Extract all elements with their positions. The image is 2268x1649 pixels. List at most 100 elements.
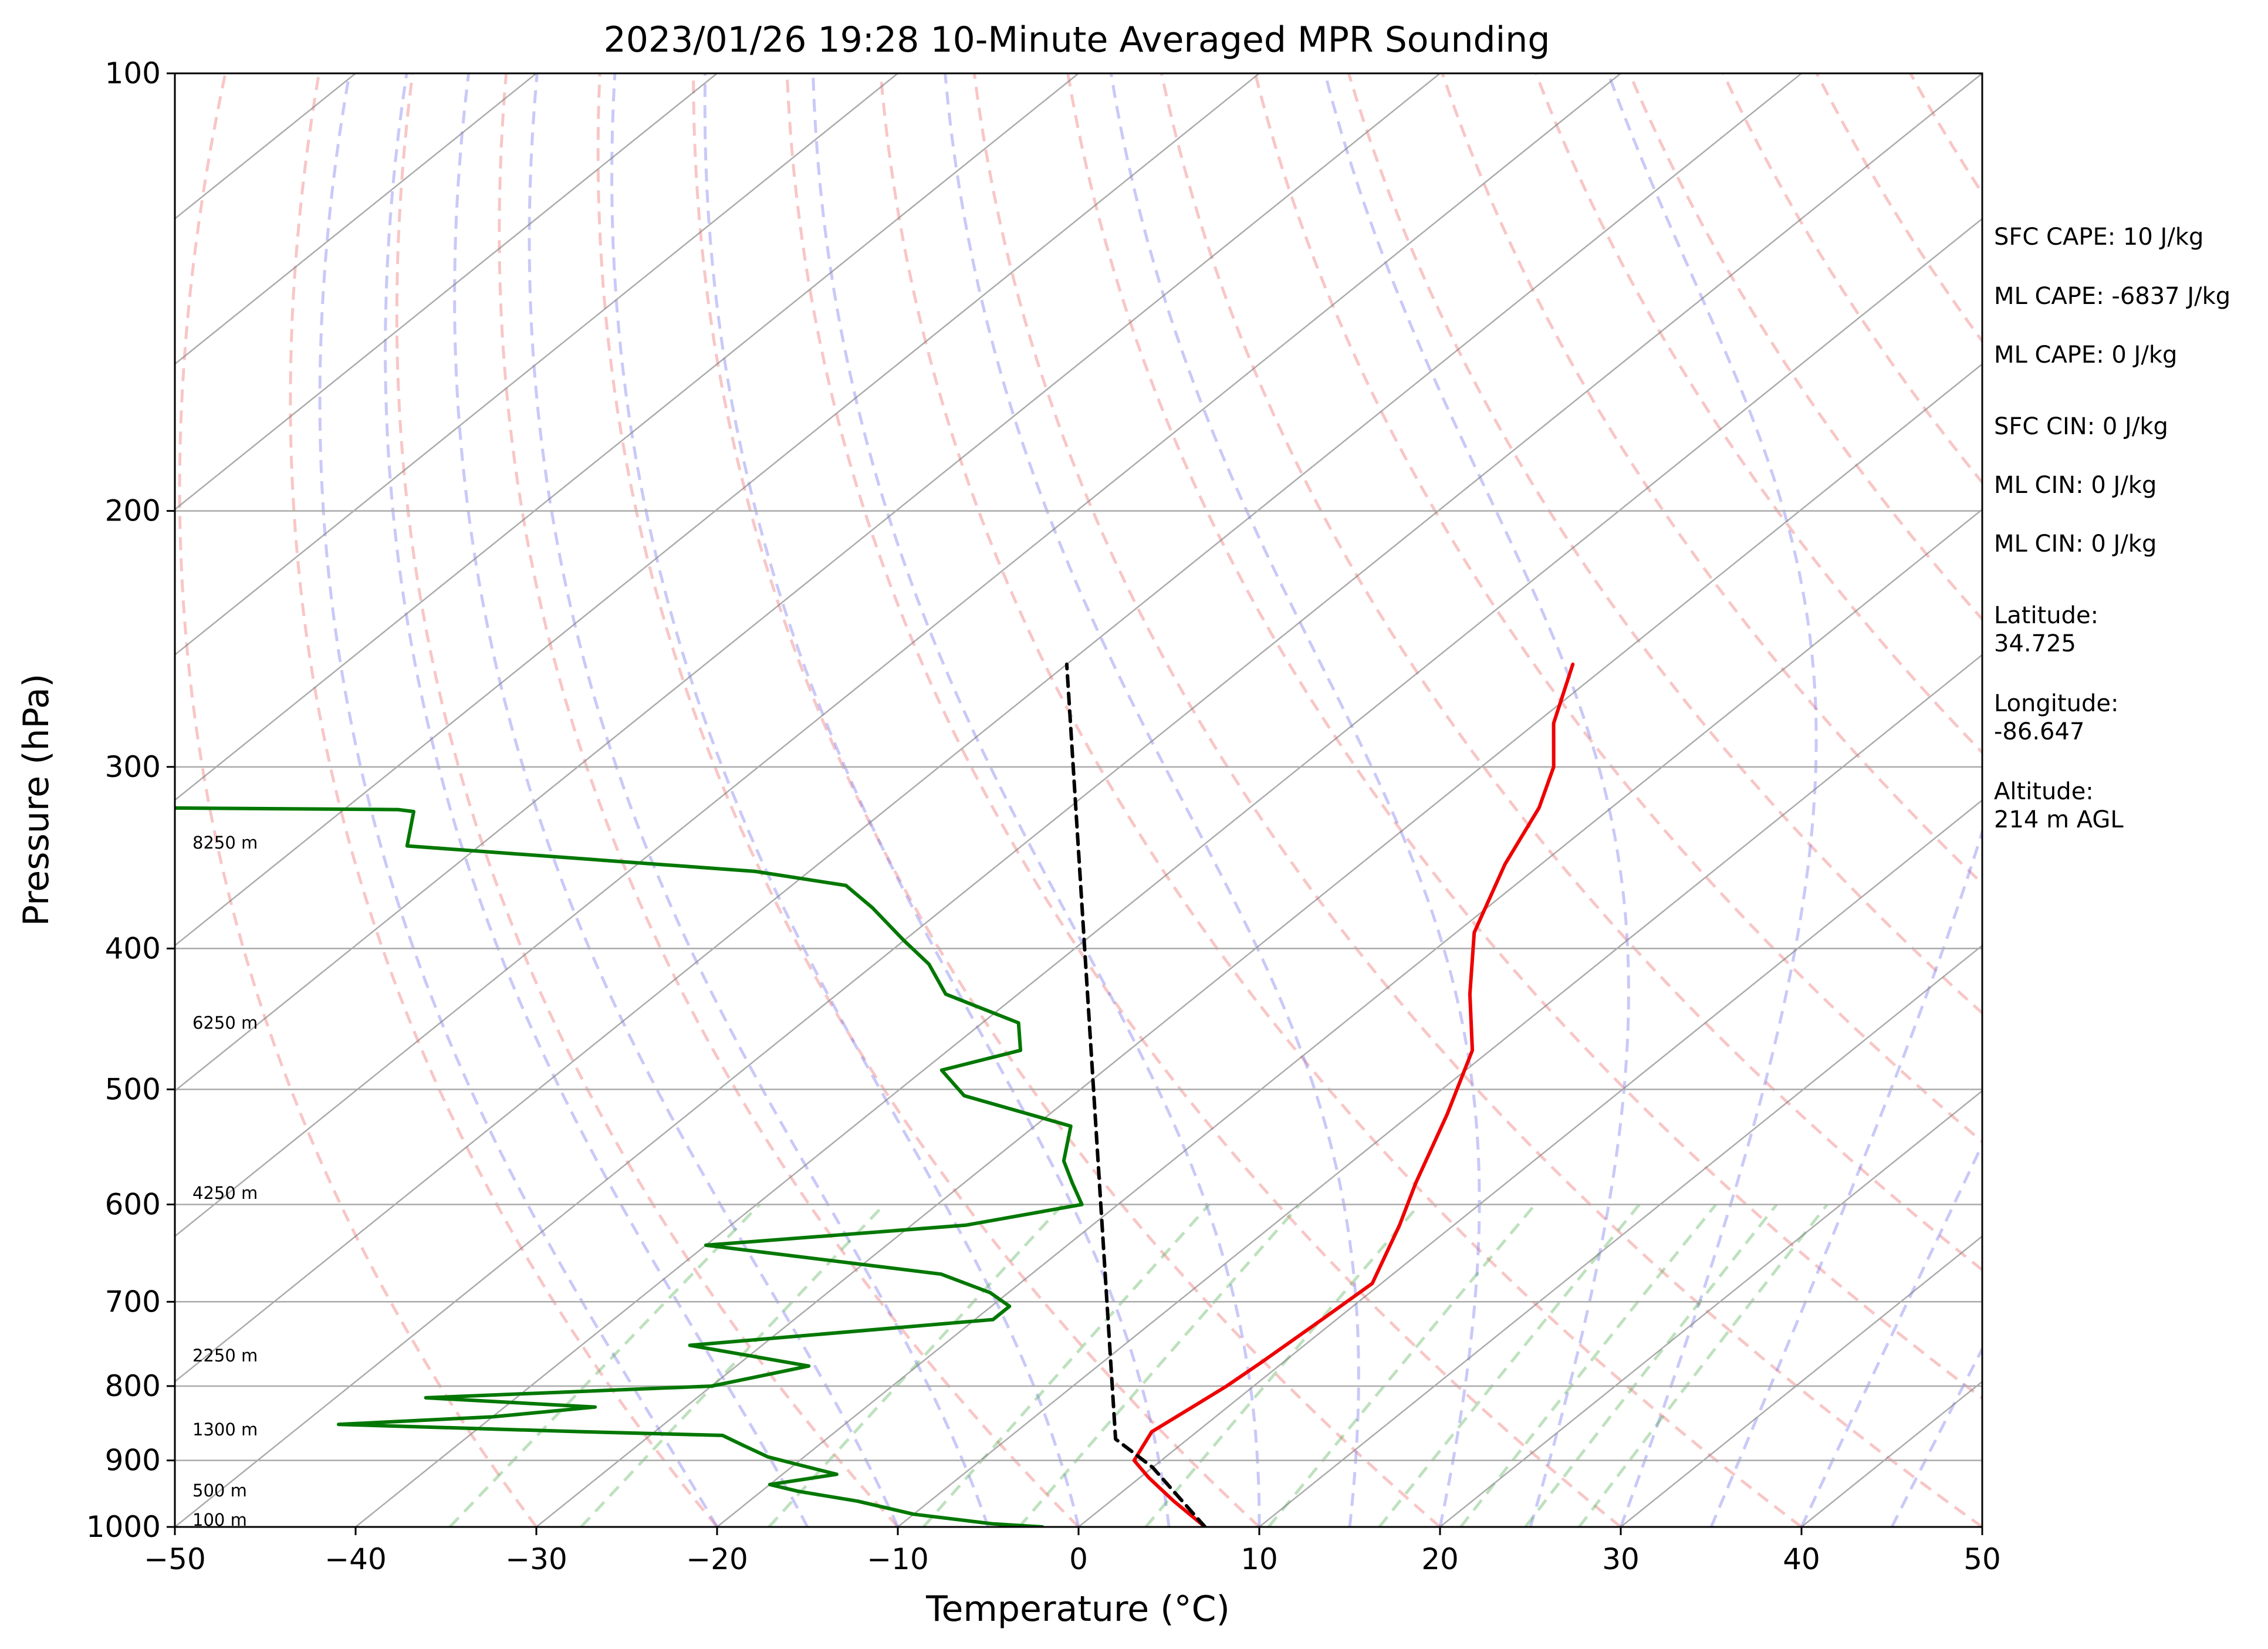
moist-adiabat-line (1800, 1141, 1982, 1527)
y-tick-label: 1000 (86, 1510, 161, 1544)
x-axis-ticks: −50 −40 −30 −20 −10 0 10 20 30 40 50 (144, 1527, 2001, 1576)
isotherm-line (175, 73, 1079, 802)
sounding-traces (175, 663, 1575, 1527)
x-tick-label: −30 (505, 1542, 567, 1576)
y-tick-label: 300 (105, 750, 161, 784)
dry-adiabat-line (785, 73, 1622, 1527)
chart-title: 2023/01/26 19:28 10-Minute Averaged MPR … (604, 19, 1550, 60)
isotherm-line (897, 654, 1982, 1527)
y-tick-label: 900 (105, 1444, 161, 1478)
isotherm-line (355, 218, 1982, 1527)
isotherm-line (1259, 944, 1982, 1527)
y-axis-label: Pressure (hPa) (16, 674, 57, 926)
height-label: 100 m (192, 1510, 247, 1530)
dry-adiabat-line (1441, 73, 1982, 886)
x-tick-label: −40 (325, 1542, 387, 1576)
x-tick-label: −50 (144, 1542, 206, 1576)
x-tick-label: 30 (1602, 1542, 1640, 1576)
altitude-value: 214 m AGL (1994, 806, 2124, 833)
x-axis-label: Temperature (°C) (925, 1589, 1230, 1630)
mixing-ratio-line (768, 1203, 1064, 1527)
moist-adiabat-line (1607, 73, 1818, 1527)
y-tick-label: 600 (105, 1187, 161, 1221)
moist-adiabat-line (453, 73, 900, 1527)
isotherm-line (175, 73, 1441, 1092)
x-tick-label: 20 (1421, 1542, 1459, 1576)
y-tick-label: 100 (105, 56, 161, 90)
mixing-ratio-line (922, 1203, 1211, 1527)
moist-adiabat-line (703, 73, 1171, 1527)
mixing-ratio-line (1267, 1203, 1536, 1527)
mixing-ratio-line (580, 1203, 885, 1527)
y-tick-label: 800 (105, 1369, 161, 1403)
x-tick-label: 40 (1783, 1542, 1820, 1576)
isotherm-line (175, 73, 537, 366)
dry-adiabat-line (498, 73, 1080, 1527)
y-tick-label: 400 (105, 931, 161, 965)
mixing-ratio-line (448, 1203, 761, 1527)
height-label: 2250 m (192, 1346, 258, 1366)
height-labels: 8250 m 6250 m 4250 m 2250 m 1300 m 500 m… (192, 833, 258, 1530)
sfc-cin-text: SFC CIN: 0 J/kg (1994, 413, 2168, 440)
temperature-trace (1132, 663, 1575, 1527)
dry-adiabat-line (1534, 73, 1982, 755)
moist-adiabat-line (1109, 73, 1481, 1527)
isotherm-line (175, 73, 898, 656)
y-tick-label: 200 (105, 494, 161, 528)
ml-cin-text: ML CIN: 0 J/kg (1994, 472, 2157, 499)
moist-adiabat-line (812, 73, 1261, 1527)
moist-adiabat-line (528, 73, 990, 1527)
mixing-ratio-line (1144, 1203, 1421, 1527)
dry-adiabat-line (395, 73, 899, 1527)
ml-cape-text: ML CAPE: 0 J/kg (1994, 342, 2177, 369)
isotherm-line (175, 73, 1802, 1383)
isotherm-line (175, 73, 718, 511)
latitude-label: Latitude: (1994, 602, 2098, 629)
dry-adiabat-line (1347, 73, 1982, 1015)
x-tick-label: 0 (1069, 1542, 1088, 1576)
dry-adiabat-line (692, 73, 1441, 1527)
dewpoint-trace (175, 806, 1084, 1527)
x-tick-label: 10 (1241, 1542, 1278, 1576)
dry-adiabat-line (1160, 73, 1982, 1272)
isotherm-line (1620, 1235, 1982, 1527)
isotherm-line (1078, 799, 1982, 1527)
dry-adiabat-line (1253, 73, 1982, 1144)
isotherm-line (175, 73, 1982, 1527)
sounding-info-panel: SFC CAPE: 10 J/kg ML CAPE: -6837 J/kg ML… (1994, 224, 2230, 833)
y-axis-ticks: 100 200 300 400 500 600 700 800 900 1000 (86, 56, 175, 1544)
y-tick-label: 700 (105, 1285, 161, 1319)
y-tick-label: 500 (105, 1072, 161, 1106)
moist-adiabat-line (1709, 73, 1982, 1527)
dry-adiabat-line (178, 73, 538, 1527)
latitude-value: 34.725 (1994, 630, 2076, 657)
dry-adiabat-line (596, 73, 1260, 1527)
isotherm-line (536, 363, 1982, 1527)
mixing-ratio-line (1459, 1203, 1718, 1527)
x-tick-label: −20 (686, 1542, 748, 1576)
x-tick-label: 50 (1963, 1542, 2001, 1576)
moist-adiabat-line (1323, 73, 1630, 1527)
height-label: 8250 m (192, 833, 258, 853)
isotherm-line (716, 508, 1982, 1527)
parcel-path-trace (1064, 663, 1207, 1527)
x-tick-label: −10 (867, 1542, 929, 1576)
moist-adiabat-line (384, 73, 809, 1527)
dry-adiabat-line (1066, 73, 1982, 1400)
mixing-ratio-line (1578, 1203, 1828, 1527)
mixing-ratio-line (1018, 1203, 1301, 1527)
isotherm-line (1439, 1090, 1982, 1527)
longitude-value: -86.647 (1994, 718, 2084, 745)
dry-adiabat-line (1628, 73, 1982, 621)
mixing-ratio-line (1524, 1203, 1778, 1527)
background-guide-lines (175, 73, 1982, 1527)
longitude-label: Longitude: (1994, 690, 2118, 717)
moist-adiabat-line (1890, 1346, 1982, 1527)
height-label: 6250 m (192, 1013, 258, 1033)
isotherm-line (175, 73, 1260, 947)
altitude-label: Altitude: (1994, 778, 2094, 805)
moist-adiabat-line (318, 73, 719, 1527)
dry-adiabat-line (879, 73, 1803, 1527)
dry-adiabat-line (289, 73, 718, 1527)
